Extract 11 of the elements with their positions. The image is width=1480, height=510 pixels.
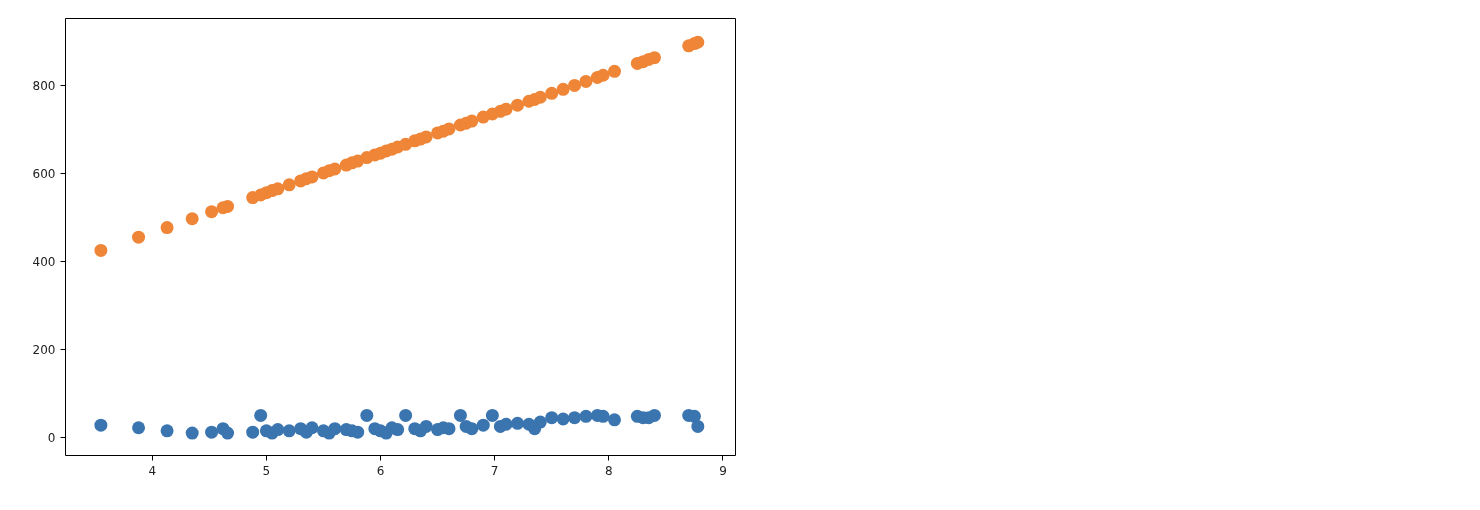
y-tick-label: 400 — [32, 254, 56, 269]
x-tick-label: 7 — [490, 463, 499, 478]
y-tick-label: 800 — [32, 78, 56, 93]
x-tick-label: 4 — [148, 463, 157, 478]
y-tick-label: 200 — [32, 342, 56, 357]
y-tick-label: 0 — [47, 430, 56, 445]
x-tick-label: 6 — [376, 463, 385, 478]
x-tick-label: 5 — [262, 463, 271, 478]
y-tick-label: 600 — [32, 166, 56, 181]
x-tick-label: 9 — [719, 463, 727, 478]
x-tick-label: 8 — [604, 463, 613, 478]
